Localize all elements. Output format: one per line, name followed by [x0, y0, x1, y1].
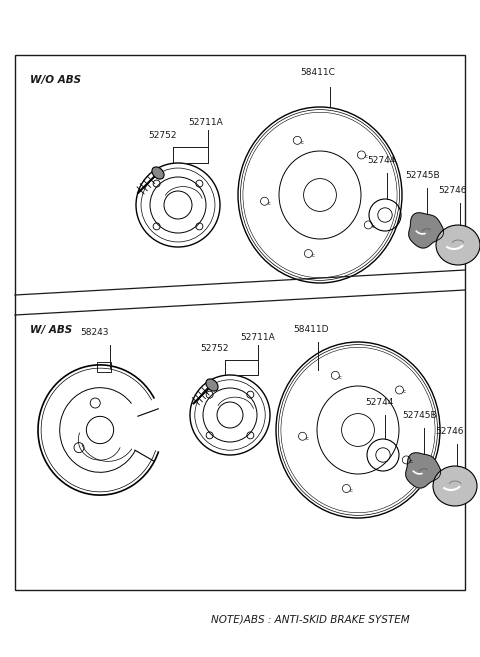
Text: c: c — [364, 154, 367, 160]
Text: 52745B: 52745B — [402, 411, 437, 420]
Text: 52746: 52746 — [438, 186, 467, 195]
Text: 52711A: 52711A — [188, 118, 223, 127]
Text: c: c — [267, 201, 271, 206]
Text: c: c — [349, 488, 352, 493]
Text: c: c — [300, 140, 303, 145]
Text: NOTE)ABS : ANTI-SKID BRAKE SYSTEM: NOTE)ABS : ANTI-SKID BRAKE SYSTEM — [211, 615, 409, 625]
Text: c: c — [312, 253, 314, 258]
Text: W/ ABS: W/ ABS — [30, 325, 72, 335]
Text: c: c — [409, 459, 412, 464]
Text: 58411D: 58411D — [293, 325, 328, 334]
Text: 52711A: 52711A — [240, 333, 275, 342]
Text: c: c — [402, 390, 406, 394]
Polygon shape — [408, 213, 444, 248]
Ellipse shape — [206, 379, 218, 391]
Text: 58411C: 58411C — [300, 68, 335, 77]
Bar — [97, 362, 111, 373]
Text: 52752: 52752 — [148, 131, 177, 140]
Text: 52752: 52752 — [200, 344, 228, 353]
Text: c: c — [306, 436, 309, 441]
Ellipse shape — [433, 466, 477, 506]
Text: c: c — [338, 375, 341, 380]
Ellipse shape — [436, 225, 480, 265]
Text: c: c — [372, 225, 374, 229]
Text: 52744: 52744 — [365, 398, 394, 407]
Text: 52746: 52746 — [435, 427, 464, 436]
Ellipse shape — [152, 167, 164, 179]
Bar — [15, 55, 465, 590]
Text: 58243: 58243 — [80, 328, 108, 337]
Polygon shape — [406, 453, 441, 488]
Text: W/O ABS: W/O ABS — [30, 75, 81, 85]
Text: 52744: 52744 — [367, 156, 396, 165]
Text: 52745B: 52745B — [405, 171, 440, 180]
